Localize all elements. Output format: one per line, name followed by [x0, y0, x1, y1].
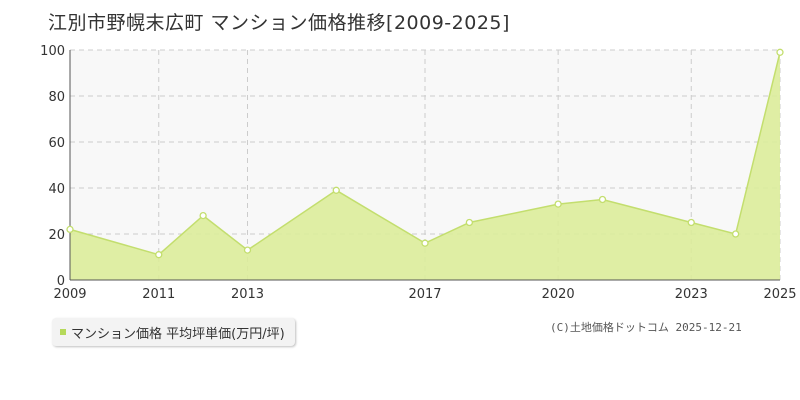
- data-point: [155, 251, 163, 259]
- x-tick-label: 2020: [542, 287, 575, 302]
- data-point: [199, 211, 207, 220]
- data-point: [465, 218, 474, 227]
- x-tick-label: 2009: [53, 287, 86, 302]
- x-tick-labels: 2009 2011 2013 2017 2020 2023 2025: [53, 287, 796, 302]
- data-point: [332, 186, 340, 194]
- price-area: [70, 52, 780, 280]
- legend-swatch: [60, 329, 66, 335]
- y-tick-label: 60: [48, 136, 65, 151]
- axes: [69, 50, 780, 281]
- data-point: [421, 239, 429, 247]
- x-tick-label: 2011: [142, 287, 175, 302]
- legend-label: マンション価格 平均坪単価(万円/坪): [71, 326, 285, 342]
- y-tick-label: 40: [48, 182, 65, 197]
- credit-text: (C)土地価格ドットコム 2025-12-21: [550, 321, 742, 334]
- data-point: [776, 48, 784, 56]
- x-tick-label: 2017: [408, 287, 441, 302]
- price-line: [69, 52, 781, 256]
- y-tick-labels: 0 20 40 60 80 100: [40, 44, 65, 289]
- data-point: [554, 200, 562, 208]
- x-tick-label: 2023: [675, 287, 708, 302]
- data-point: [243, 246, 252, 254]
- data-points: [66, 48, 784, 259]
- x-tick-label: 2013: [231, 287, 264, 302]
- data-point: [66, 225, 74, 234]
- y-tick-label: 0: [57, 274, 65, 289]
- legend: マンション価格 平均坪単価(万円/坪): [52, 318, 295, 346]
- data-point: [731, 230, 740, 238]
- y-tick-label: 20: [48, 228, 65, 243]
- x-tick-label: 2025: [763, 287, 796, 302]
- y-tick-label: 80: [48, 90, 65, 105]
- data-point: [687, 218, 695, 227]
- y-tick-label: 100: [40, 44, 65, 59]
- data-point: [598, 195, 607, 204]
- chart-title: 江別市野幌末広町 マンション価格推移[2009-2025]: [48, 12, 510, 34]
